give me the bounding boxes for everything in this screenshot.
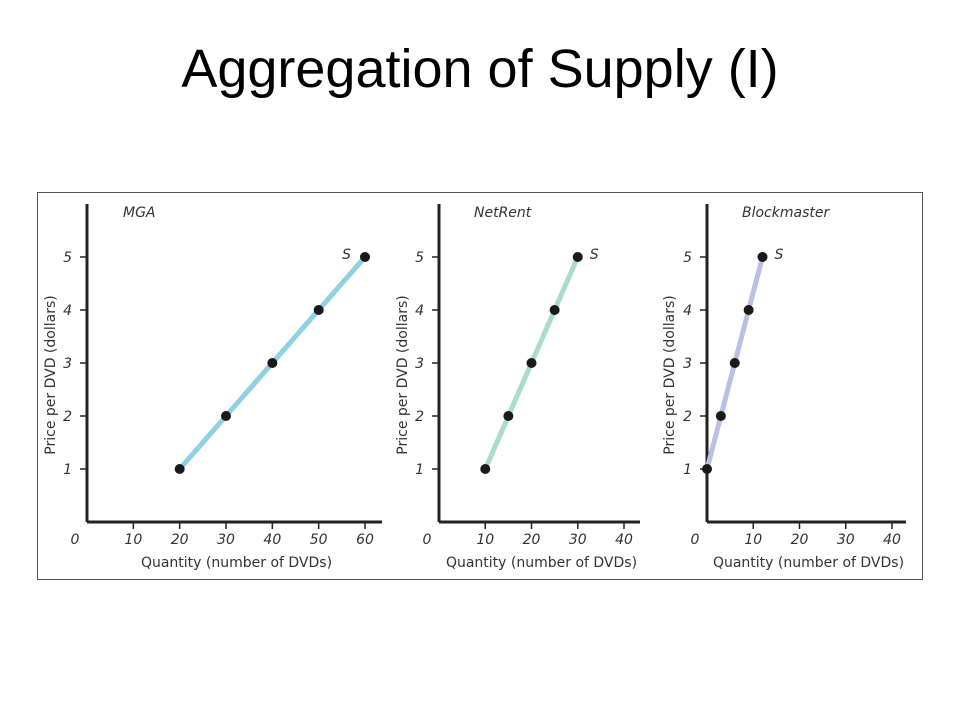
x-tick-label: 50 bbox=[310, 532, 328, 548]
data-point bbox=[313, 305, 324, 315]
y-tick-label: 3 bbox=[683, 356, 692, 372]
curve-label: S bbox=[775, 247, 784, 263]
x-tick-label: 0 bbox=[71, 532, 80, 548]
y-tick-label: 4 bbox=[63, 303, 72, 319]
y-tick-label: 4 bbox=[683, 303, 692, 319]
x-tick-label: 30 bbox=[217, 532, 235, 548]
y-tick-label: 2 bbox=[415, 409, 424, 425]
y-tick-label: 2 bbox=[63, 409, 72, 425]
data-point bbox=[743, 305, 754, 315]
data-point bbox=[360, 252, 370, 262]
y-tick-label: 1 bbox=[63, 462, 72, 478]
y-tick-label: 3 bbox=[415, 356, 424, 372]
x-tick-label: 60 bbox=[356, 532, 374, 548]
x-tick-label: 20 bbox=[791, 532, 809, 548]
panel-title: Blockmaster bbox=[742, 205, 830, 221]
x-tick-label: 0 bbox=[691, 532, 700, 548]
data-point bbox=[480, 464, 491, 474]
y-axis-label: Price per DVD (dollars) bbox=[662, 295, 678, 454]
data-point bbox=[503, 411, 514, 421]
panel-title: MGA bbox=[123, 205, 156, 221]
curve-label: S bbox=[342, 247, 351, 263]
data-point bbox=[729, 358, 740, 368]
x-tick-label: 10 bbox=[124, 532, 142, 548]
data-point bbox=[757, 252, 768, 262]
data-point bbox=[702, 464, 712, 474]
data-point bbox=[174, 464, 185, 474]
y-tick-label: 3 bbox=[63, 356, 72, 372]
x-tick-label: 20 bbox=[171, 532, 189, 548]
x-tick-label: 0 bbox=[423, 532, 432, 548]
slide-title: Aggregation of Supply (I) bbox=[181, 39, 779, 99]
x-tick-label: 30 bbox=[837, 532, 855, 548]
y-tick-label: 2 bbox=[683, 409, 692, 425]
y-tick-label: 5 bbox=[683, 250, 692, 266]
data-point bbox=[572, 252, 583, 262]
x-tick-label: 20 bbox=[523, 532, 541, 548]
data-point bbox=[221, 411, 231, 421]
y-tick-label: 1 bbox=[683, 462, 692, 478]
x-tick-label: 10 bbox=[744, 532, 762, 548]
y-tick-label: 1 bbox=[415, 462, 424, 478]
x-tick-label: 30 bbox=[569, 532, 587, 548]
y-axis-label: Price per DVD (dollars) bbox=[395, 295, 411, 454]
x-tick-label: 10 bbox=[476, 532, 494, 548]
figure-frame bbox=[37, 192, 923, 580]
x-axis-label: Quantity (number of DVDs) bbox=[446, 555, 637, 571]
x-tick-label: 40 bbox=[615, 532, 633, 548]
panel-title: NetRent bbox=[474, 205, 532, 221]
x-axis-label: Quantity (number of DVDs) bbox=[713, 555, 904, 571]
data-point bbox=[549, 305, 560, 315]
x-tick-label: 40 bbox=[263, 532, 281, 548]
y-axis-label: Price per DVD (dollars) bbox=[43, 295, 59, 454]
data-point bbox=[267, 358, 278, 368]
x-axis-label: Quantity (number of DVDs) bbox=[141, 555, 332, 571]
x-tick-label: 40 bbox=[883, 532, 901, 548]
y-tick-label: 4 bbox=[415, 303, 424, 319]
data-point bbox=[715, 411, 726, 421]
y-tick-label: 5 bbox=[415, 250, 424, 266]
data-point bbox=[526, 358, 537, 368]
curve-label: S bbox=[590, 247, 599, 263]
y-tick-label: 5 bbox=[63, 250, 72, 266]
